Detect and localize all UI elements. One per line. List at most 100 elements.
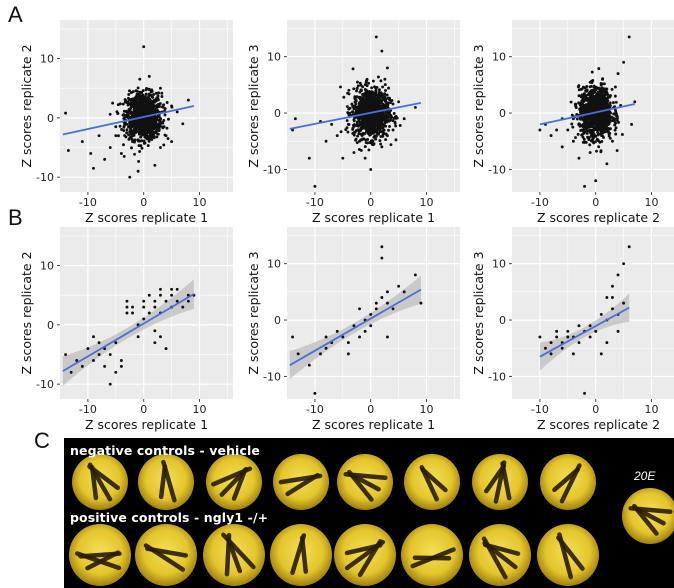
data-point	[371, 79, 375, 83]
data-point	[161, 126, 165, 130]
data-point	[601, 134, 604, 138]
larva	[419, 465, 439, 502]
data-point	[610, 87, 614, 91]
x-tick-label: 0	[140, 403, 147, 416]
data-point	[374, 88, 378, 92]
data-point	[351, 110, 355, 114]
data-point	[377, 90, 381, 94]
data-point	[601, 131, 605, 135]
data-point	[600, 100, 604, 104]
data-point	[134, 122, 138, 126]
data-point	[158, 119, 162, 123]
data-point	[155, 122, 159, 126]
data-point	[599, 352, 603, 356]
data-point	[124, 109, 128, 113]
data-point	[574, 136, 577, 139]
data-point	[599, 125, 603, 129]
data-point	[145, 134, 149, 137]
data-point	[385, 117, 389, 121]
y-axis-label: Z scores replicate 2	[19, 44, 34, 167]
x-tick-label: 0	[592, 403, 599, 416]
data-point	[367, 99, 371, 103]
data-point	[593, 96, 597, 100]
data-point	[122, 154, 126, 158]
data-point	[616, 273, 620, 277]
data-point	[69, 370, 73, 374]
y-tick-label: 10	[267, 258, 281, 271]
data-point	[339, 85, 342, 89]
data-point	[142, 103, 146, 107]
data-point	[347, 113, 351, 117]
data-point	[389, 116, 393, 120]
data-point	[365, 117, 369, 121]
data-point	[170, 104, 174, 108]
data-point	[161, 105, 165, 109]
data-point	[397, 284, 401, 288]
larva	[552, 467, 580, 493]
data-point	[600, 127, 604, 131]
data-point	[577, 324, 581, 328]
data-point	[339, 130, 343, 134]
data-point	[381, 85, 385, 89]
well-20e	[622, 488, 674, 544]
data-point	[97, 353, 101, 356]
data-point	[153, 163, 157, 167]
data-point	[601, 116, 605, 120]
y-tick-label: -10	[36, 171, 54, 184]
data-point	[394, 116, 398, 120]
data-point	[137, 105, 141, 108]
well-negative-control	[72, 454, 128, 510]
data-point	[137, 159, 141, 163]
data-point	[571, 352, 575, 356]
larva	[344, 543, 383, 556]
data-point	[175, 110, 179, 114]
data-point	[128, 89, 131, 93]
data-point	[151, 95, 155, 99]
well-disc	[540, 454, 596, 510]
data-point	[376, 75, 380, 79]
data-point	[579, 110, 582, 114]
data-point	[383, 99, 387, 103]
data-point	[577, 341, 581, 345]
data-point	[380, 145, 384, 149]
data-point	[356, 84, 360, 88]
data-point	[376, 107, 380, 111]
data-point	[391, 307, 395, 311]
data-point	[604, 125, 608, 129]
data-point	[125, 305, 129, 309]
data-point	[386, 301, 389, 305]
data-point	[153, 305, 157, 309]
data-point	[592, 100, 596, 103]
data-point	[585, 85, 589, 88]
data-point	[131, 134, 134, 138]
data-point	[598, 86, 601, 90]
data-point	[157, 123, 161, 127]
data-point	[580, 124, 584, 128]
data-point	[616, 72, 620, 76]
x-tick-label: -10	[79, 196, 97, 209]
data-point	[383, 83, 387, 87]
data-point	[103, 157, 107, 161]
data-point	[633, 100, 637, 104]
data-point	[588, 335, 592, 339]
data-point	[372, 113, 376, 117]
data-point	[181, 122, 185, 126]
regression-line	[289, 102, 422, 130]
data-point	[577, 94, 581, 98]
data-point	[131, 311, 134, 315]
data-point	[181, 305, 185, 309]
data-point	[125, 128, 129, 132]
data-point	[590, 120, 594, 124]
data-point	[604, 89, 608, 93]
y-tick-label: 0	[47, 319, 54, 332]
data-point	[604, 103, 608, 107]
data-point	[341, 156, 345, 160]
data-point	[365, 107, 369, 111]
data-point	[613, 128, 617, 132]
data-point	[362, 99, 365, 103]
y-tick-label: 10	[40, 53, 54, 66]
data-point	[371, 98, 375, 102]
data-point	[148, 135, 152, 138]
y-axis-label: Z scores replicate 3	[246, 44, 261, 167]
data-point	[538, 128, 542, 132]
